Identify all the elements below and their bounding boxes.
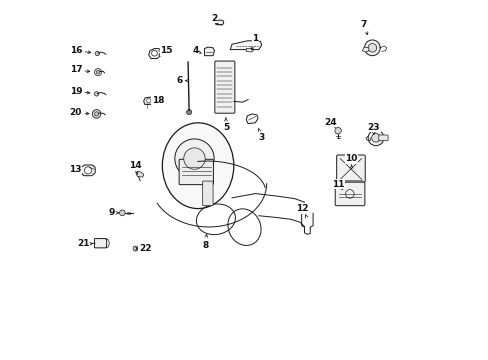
- FancyBboxPatch shape: [378, 135, 387, 141]
- Text: 11: 11: [331, 180, 344, 189]
- Text: 22: 22: [139, 244, 151, 253]
- Circle shape: [133, 246, 138, 251]
- Text: 8: 8: [202, 240, 208, 249]
- Text: 14: 14: [129, 161, 142, 170]
- Circle shape: [95, 51, 99, 56]
- FancyBboxPatch shape: [336, 155, 365, 182]
- Circle shape: [371, 134, 380, 142]
- Circle shape: [92, 110, 101, 118]
- Polygon shape: [81, 165, 95, 176]
- Text: 18: 18: [151, 96, 164, 105]
- FancyBboxPatch shape: [335, 182, 364, 206]
- Circle shape: [119, 210, 125, 216]
- Text: 6: 6: [176, 76, 182, 85]
- Polygon shape: [204, 47, 214, 56]
- FancyBboxPatch shape: [94, 239, 106, 248]
- Text: 1: 1: [252, 35, 258, 44]
- Text: 3: 3: [258, 133, 264, 142]
- Text: 2: 2: [211, 14, 217, 23]
- Text: 4: 4: [192, 46, 198, 55]
- FancyBboxPatch shape: [214, 61, 234, 113]
- Polygon shape: [136, 171, 143, 177]
- Text: 21: 21: [77, 239, 89, 248]
- Polygon shape: [246, 114, 258, 123]
- Circle shape: [367, 130, 383, 146]
- Text: 5: 5: [223, 123, 228, 132]
- Text: 7: 7: [359, 20, 366, 29]
- Text: 15: 15: [160, 46, 173, 55]
- FancyBboxPatch shape: [203, 181, 213, 206]
- Circle shape: [146, 99, 151, 103]
- Circle shape: [186, 110, 191, 114]
- Text: 12: 12: [296, 204, 308, 213]
- Polygon shape: [148, 49, 162, 59]
- Text: 19: 19: [69, 87, 82, 96]
- Circle shape: [367, 44, 376, 52]
- Text: 16: 16: [69, 46, 82, 55]
- Circle shape: [96, 70, 100, 74]
- Polygon shape: [362, 47, 368, 52]
- Circle shape: [334, 127, 341, 134]
- Circle shape: [94, 68, 102, 76]
- Polygon shape: [230, 41, 261, 50]
- Polygon shape: [215, 20, 224, 25]
- Circle shape: [84, 167, 91, 174]
- Polygon shape: [143, 97, 154, 104]
- Text: 10: 10: [345, 154, 357, 163]
- Circle shape: [151, 50, 157, 56]
- Circle shape: [94, 92, 99, 96]
- Ellipse shape: [162, 123, 233, 208]
- Circle shape: [183, 148, 205, 169]
- Text: 17: 17: [69, 66, 82, 75]
- Text: 13: 13: [68, 166, 81, 175]
- Text: 20: 20: [70, 108, 82, 117]
- Circle shape: [364, 40, 380, 56]
- Circle shape: [175, 139, 214, 178]
- Text: 24: 24: [324, 118, 337, 127]
- Text: 9: 9: [108, 208, 115, 217]
- Polygon shape: [246, 49, 253, 52]
- Circle shape: [94, 112, 99, 116]
- FancyBboxPatch shape: [179, 159, 213, 185]
- Text: 23: 23: [367, 123, 379, 132]
